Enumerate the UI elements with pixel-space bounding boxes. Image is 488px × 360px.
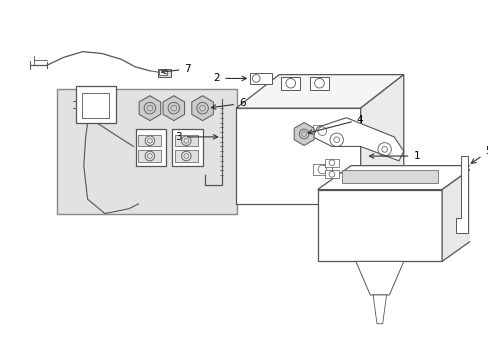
- Bar: [236, 108, 360, 204]
- Text: 1: 1: [369, 151, 419, 161]
- Polygon shape: [355, 261, 403, 295]
- Bar: [138, 135, 161, 147]
- Bar: [172, 129, 202, 166]
- Bar: [174, 135, 197, 147]
- Text: 3: 3: [175, 132, 217, 142]
- Bar: [138, 150, 161, 162]
- Bar: [81, 93, 108, 118]
- Bar: [309, 77, 328, 90]
- Bar: [312, 164, 331, 175]
- Bar: [250, 73, 271, 84]
- Polygon shape: [139, 96, 161, 121]
- Polygon shape: [317, 166, 475, 190]
- Bar: [325, 170, 338, 178]
- Polygon shape: [191, 96, 213, 121]
- Polygon shape: [294, 122, 313, 145]
- Polygon shape: [441, 166, 475, 261]
- Text: 6: 6: [211, 98, 245, 109]
- Bar: [312, 125, 331, 137]
- Bar: [174, 150, 197, 162]
- Polygon shape: [236, 75, 403, 108]
- Polygon shape: [455, 156, 467, 233]
- Text: 5: 5: [470, 146, 488, 163]
- Polygon shape: [360, 75, 403, 204]
- Bar: [135, 129, 166, 166]
- Polygon shape: [312, 118, 403, 161]
- Bar: [281, 77, 300, 90]
- Polygon shape: [342, 170, 437, 183]
- Text: 7: 7: [161, 64, 191, 74]
- Text: 2: 2: [213, 73, 246, 84]
- Polygon shape: [372, 295, 386, 324]
- Polygon shape: [163, 96, 184, 121]
- Text: 4: 4: [307, 114, 363, 134]
- Bar: [325, 159, 338, 167]
- Bar: [159, 70, 167, 75]
- Bar: [57, 89, 237, 213]
- Bar: [317, 190, 441, 261]
- Bar: [157, 69, 171, 77]
- Bar: [76, 86, 116, 122]
